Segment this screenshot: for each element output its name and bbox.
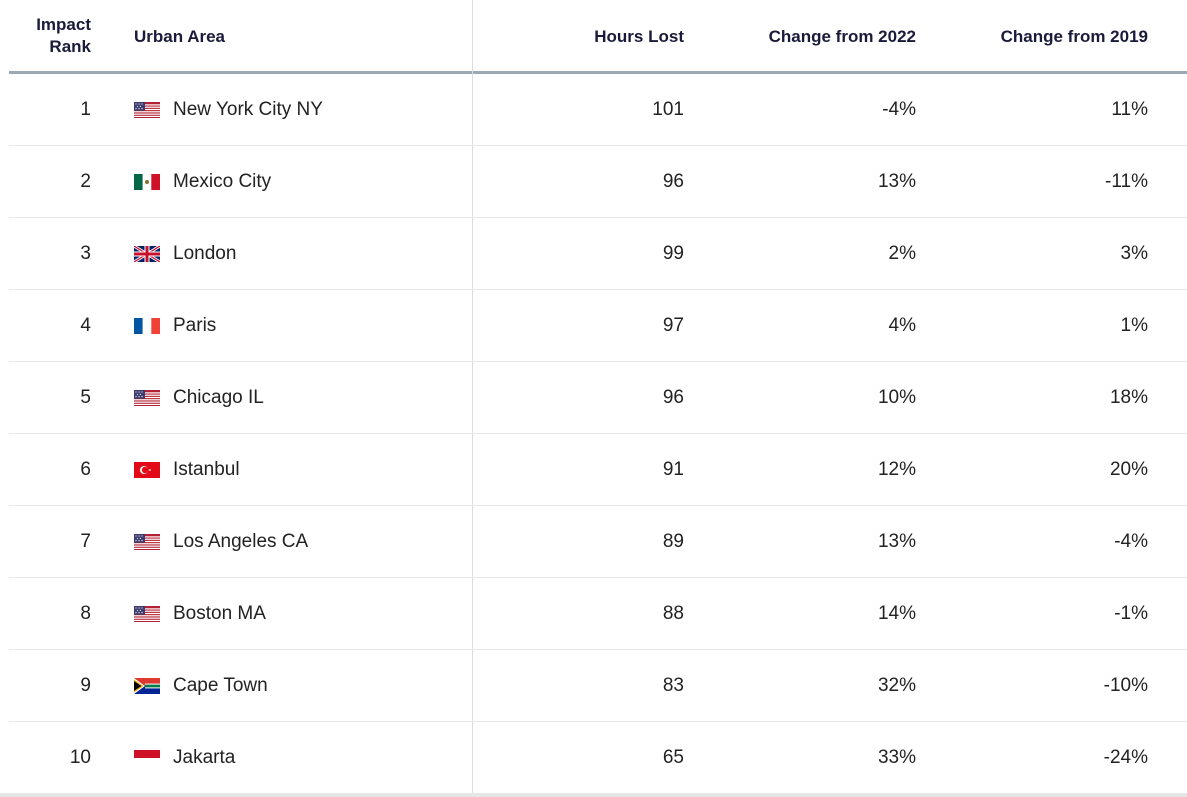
- hours-lost-cell: 96: [662, 387, 684, 408]
- change-2022-cell: 10%: [877, 387, 916, 408]
- change-2019-cell: -10%: [1103, 675, 1148, 696]
- header-rank-line2: Rank: [49, 37, 91, 56]
- table-row[interactable]: 3 London 99 2% 3%: [9, 218, 1187, 290]
- south-africa-flag-icon: [134, 678, 160, 694]
- table-header: Impact Rank Urban Area Hours Lost Change…: [9, 0, 1187, 72]
- urban-area-cell: London: [173, 243, 237, 264]
- change-2022-cell: 2%: [888, 243, 916, 264]
- change-2022-cell: -4%: [882, 99, 916, 120]
- uk-flag-icon: [134, 246, 160, 262]
- change-2019-cell: -1%: [1114, 603, 1148, 624]
- hours-lost-cell: 101: [652, 99, 684, 120]
- table-row[interactable]: 7 Los Angeles CA 89 13% -4%: [9, 506, 1187, 578]
- change-2022-cell: 4%: [888, 315, 916, 336]
- scrollbar-track[interactable]: [0, 793, 1187, 797]
- hours-lost-cell: 96: [662, 171, 684, 192]
- header-impact-rank[interactable]: Impact Rank: [9, 14, 91, 58]
- hours-lost-cell: 97: [662, 315, 684, 336]
- change-2019-cell: -11%: [1105, 171, 1148, 192]
- urban-area-cell: Istanbul: [173, 459, 240, 480]
- change-2019-cell: -24%: [1103, 747, 1148, 768]
- change-2022-cell: 33%: [877, 747, 916, 768]
- change-2019-cell: 11%: [1111, 99, 1148, 120]
- indonesia-flag-icon: [134, 750, 160, 766]
- urban-area-cell: Cape Town: [173, 675, 268, 696]
- table-body: 1 New York City NY 101 -4% 11% 2 Mexico City 96…: [9, 74, 1187, 793]
- urban-area-cell: Mexico City: [173, 171, 272, 192]
- us-flag-icon: [134, 390, 160, 406]
- mexico-flag-icon: [134, 174, 160, 190]
- table-row[interactable]: 6 Istanbul 91 12% 20%: [9, 434, 1187, 506]
- change-2022-cell: 13%: [877, 171, 916, 192]
- rank-cell: 8: [80, 603, 91, 624]
- change-2022-cell: 14%: [877, 603, 916, 624]
- column-divider: [472, 0, 473, 793]
- table-row[interactable]: 9 Cape Town 83 32% -10%: [9, 650, 1187, 722]
- urban-area-cell: New York City NY: [173, 99, 323, 120]
- hours-lost-cell: 65: [662, 747, 684, 768]
- header-rank-line1: Impact: [36, 15, 91, 34]
- urban-area-cell: Paris: [173, 315, 217, 336]
- hours-lost-cell: 89: [662, 531, 684, 552]
- rank-cell: 4: [80, 315, 91, 336]
- header-urban-area[interactable]: Urban Area: [134, 27, 226, 46]
- us-flag-icon: [134, 534, 160, 550]
- table-row[interactable]: 2 Mexico City 96 13% -11%: [9, 146, 1187, 218]
- us-flag-icon: [134, 102, 160, 118]
- hours-lost-cell: 99: [662, 243, 684, 264]
- us-flag-icon: [134, 606, 160, 622]
- change-2022-cell: 13%: [877, 531, 916, 552]
- urban-area-cell: Boston MA: [173, 603, 266, 624]
- rank-cell: 2: [80, 171, 91, 192]
- france-flag-icon: [134, 318, 160, 334]
- rank-cell: 9: [80, 675, 91, 696]
- urban-area-cell: Los Angeles CA: [173, 531, 309, 552]
- rank-cell: 6: [80, 459, 91, 480]
- table-row[interactable]: 5 Chicago IL 96 10% 18%: [9, 362, 1187, 434]
- rank-cell: 10: [69, 747, 91, 768]
- change-2019-cell: -4%: [1114, 531, 1148, 552]
- hours-lost-cell: 83: [662, 675, 684, 696]
- rank-cell: 7: [80, 531, 91, 552]
- rank-cell: 1: [80, 99, 91, 120]
- table-row[interactable]: 4 Paris 97 4% 1%: [9, 290, 1187, 362]
- header-change-2022[interactable]: Change from 2022: [768, 27, 916, 46]
- change-2022-cell: 12%: [877, 459, 916, 480]
- urban-area-cell: Chicago IL: [173, 387, 264, 408]
- change-2019-cell: 1%: [1120, 315, 1148, 336]
- hours-lost-cell: 91: [662, 459, 684, 480]
- turkey-flag-icon: [134, 462, 160, 478]
- change-2019-cell: 18%: [1109, 387, 1148, 408]
- header-divider: [9, 71, 1187, 74]
- change-2022-cell: 32%: [877, 675, 916, 696]
- rank-cell: 3: [80, 243, 91, 264]
- change-2019-cell: 20%: [1109, 459, 1148, 480]
- table-row[interactable]: 1 New York City NY 101 -4% 11%: [9, 74, 1187, 146]
- change-2019-cell: 3%: [1120, 243, 1148, 264]
- header-hours-lost[interactable]: Hours Lost: [594, 27, 684, 46]
- header-change-2019[interactable]: Change from 2019: [1000, 27, 1148, 46]
- hours-lost-cell: 88: [662, 603, 684, 624]
- rank-cell: 5: [80, 387, 91, 408]
- urban-area-cell: Jakarta: [173, 747, 236, 768]
- table-row[interactable]: 10 Jakarta 65 33% -24%: [9, 722, 1187, 793]
- table-row[interactable]: 8 Boston MA 88 14% -1%: [9, 578, 1187, 650]
